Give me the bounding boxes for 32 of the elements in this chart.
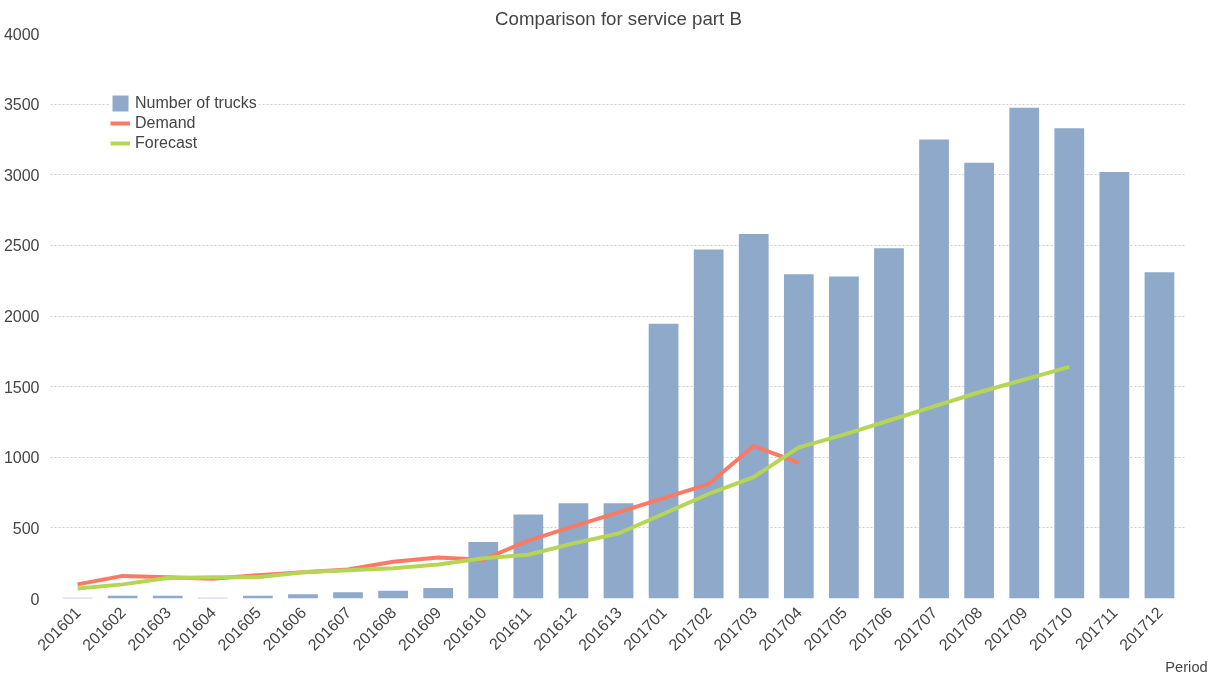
bar: [1099, 171, 1130, 599]
bar: [1009, 107, 1040, 599]
bar: [964, 162, 995, 599]
y-tick-label: 500: [12, 519, 40, 537]
bar: [333, 592, 363, 599]
bar: [648, 323, 679, 599]
y-tick-label: 1500: [3, 378, 40, 396]
legend-label: Demand: [135, 114, 196, 132]
bar: [919, 139, 949, 599]
y-tick-label: 0: [30, 590, 40, 608]
y-tick-label: 4000: [3, 25, 40, 43]
legend-label: Forecast: [135, 134, 198, 152]
bar: [468, 542, 499, 599]
bar: [874, 248, 904, 599]
bar: [378, 590, 408, 599]
y-tick-label: 1000: [3, 449, 40, 467]
legend-label: Number of trucks: [135, 94, 257, 112]
bar: [829, 276, 859, 599]
bar: [288, 594, 318, 599]
bar: [423, 587, 454, 599]
y-tick-label: 2000: [3, 308, 40, 325]
bar: [738, 234, 769, 599]
bar: [1144, 272, 1175, 599]
chart-title: Comparison for service part B: [495, 7, 742, 29]
y-tick-label: 3500: [3, 96, 40, 114]
bar: [783, 274, 814, 599]
y-tick-label: 2500: [3, 237, 40, 255]
bar: [693, 249, 724, 599]
y-tick-label: 3000: [3, 166, 40, 184]
line-series: [75, 364, 1072, 591]
x-axis-title: Period: [1165, 658, 1208, 675]
bar: [1054, 128, 1085, 599]
